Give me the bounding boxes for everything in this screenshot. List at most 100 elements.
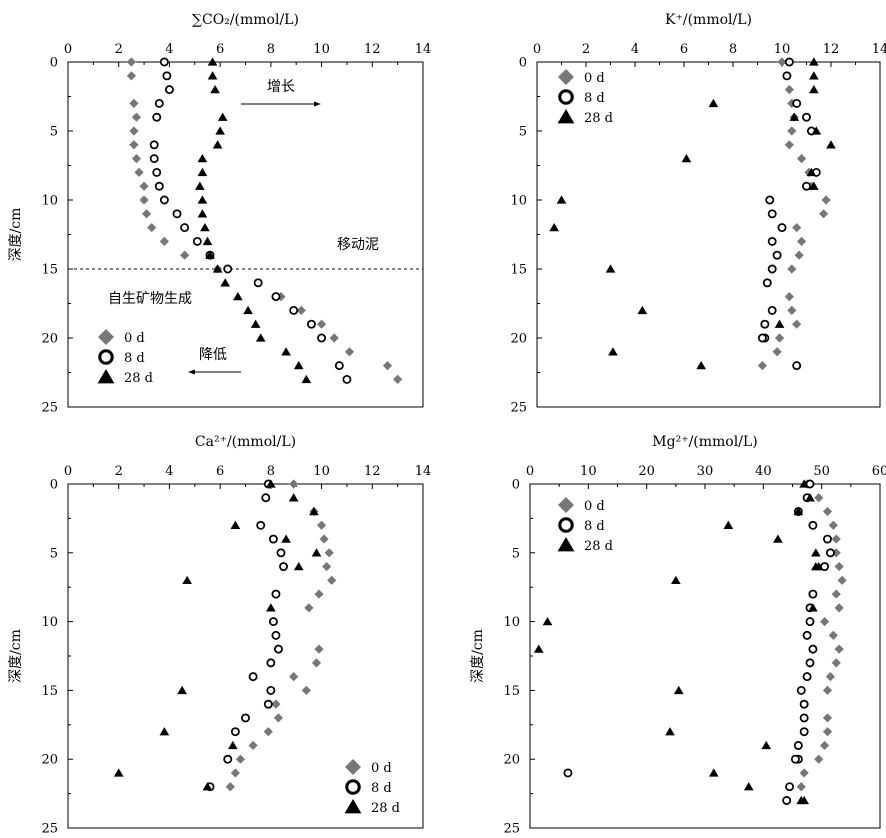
data-point (271, 292, 281, 302)
legend-marker (558, 497, 574, 513)
x-tick-label: 10 (313, 464, 330, 479)
x-axis-title: Mg²⁺/(mmol/L) (652, 434, 757, 450)
data-point (288, 493, 299, 502)
data-point (834, 644, 844, 654)
data-point (172, 209, 182, 219)
data-point (263, 727, 273, 737)
data-point (805, 658, 815, 668)
label-authigenic-mineral: 自生矿物生成 (108, 291, 192, 307)
legend: 0 d 8 d 28 d (557, 497, 613, 554)
data-point (784, 140, 794, 150)
data-point (180, 250, 190, 260)
legend-label: 28 d (584, 539, 613, 554)
data-point (777, 223, 787, 233)
data-point (821, 195, 831, 205)
x-axis-title: ∑CO₂/(mmol/L) (192, 12, 299, 28)
y-tick-label: 5 (50, 125, 58, 140)
data-point (152, 112, 162, 122)
data-point (241, 713, 250, 723)
label-mobile-mud: 移动泥 (337, 237, 379, 253)
data-point (271, 589, 281, 599)
x-axis-title: K⁺/(mmol/L) (665, 12, 752, 28)
data-point (227, 740, 238, 750)
data-point (334, 361, 344, 371)
data-point (796, 685, 806, 695)
legend-label: 8 d (124, 351, 145, 366)
data-point (129, 126, 139, 136)
y-tick-label: 25 (41, 401, 58, 416)
data-point (761, 740, 772, 750)
data-point (217, 112, 228, 121)
data-point (811, 548, 821, 557)
x-tick-label: 2 (115, 42, 123, 57)
y-axis-title: 深度/cm (8, 629, 24, 683)
data-point (149, 140, 159, 150)
y-tick-label: 10 (503, 615, 520, 630)
data-point (797, 236, 807, 246)
data-point (197, 195, 208, 204)
data-point (276, 548, 286, 558)
data-point (828, 630, 838, 640)
y-axis-title: 深度/cm (470, 629, 486, 683)
y-axis-title: 深度/cm (8, 208, 24, 262)
legend-label: 28 d (124, 371, 153, 386)
data-point (271, 699, 281, 709)
data-point (822, 685, 833, 695)
data-point (787, 264, 797, 274)
data-point (789, 112, 800, 121)
data-point (808, 603, 818, 612)
data-point (797, 154, 807, 164)
legend-marker (344, 799, 362, 814)
data-point (823, 534, 832, 544)
x-tick-label: 6 (216, 42, 224, 57)
data-point (814, 754, 824, 764)
data-point (134, 167, 144, 177)
data-point (799, 699, 809, 709)
x-tick-label: 4 (631, 42, 639, 57)
y-tick-label: 25 (41, 822, 58, 837)
data-point (793, 506, 804, 516)
data-point (828, 520, 838, 530)
y-tick-label: 20 (503, 753, 520, 768)
x-tick-label: 8 (267, 464, 275, 479)
data-point (708, 768, 719, 777)
data-point (834, 603, 844, 613)
data-point (809, 181, 819, 190)
data-point (785, 782, 795, 792)
data-point (782, 796, 792, 805)
data-point (197, 154, 208, 163)
legend-label: 8 d (584, 519, 605, 534)
x-tick-label: 0 (526, 464, 534, 479)
data-point (708, 98, 719, 108)
y-tick-label: 25 (510, 401, 527, 416)
data-point (289, 305, 299, 315)
data-point (814, 493, 824, 503)
data-point (825, 548, 835, 558)
y-tick-label: 5 (50, 546, 58, 561)
series-8d (757, 57, 821, 371)
y-tick-label: 0 (512, 478, 520, 493)
data-point (311, 658, 322, 668)
x-tick-label: 8 (729, 42, 737, 57)
y-tick-label: 10 (41, 615, 58, 630)
data-point (608, 347, 618, 356)
data-point (822, 506, 833, 517)
legend-label: 8 d (371, 781, 392, 796)
data-point (665, 727, 675, 736)
data-point (304, 603, 314, 613)
data-point (792, 223, 802, 233)
data-point (837, 575, 847, 585)
x-tick-label: 4 (165, 464, 173, 479)
data-point (774, 333, 785, 343)
data-point (784, 85, 794, 95)
data-point (556, 195, 567, 204)
data-point (316, 319, 327, 329)
x-tick-label: 14 (415, 42, 432, 57)
y-tick-label: 15 (503, 684, 520, 699)
decrease-arrow-head (188, 369, 195, 375)
label-increase: 增长 (267, 79, 295, 95)
x-tick-label: 14 (872, 42, 886, 57)
data-point (266, 685, 276, 695)
data-point (314, 589, 324, 599)
legend-marker (558, 89, 574, 105)
